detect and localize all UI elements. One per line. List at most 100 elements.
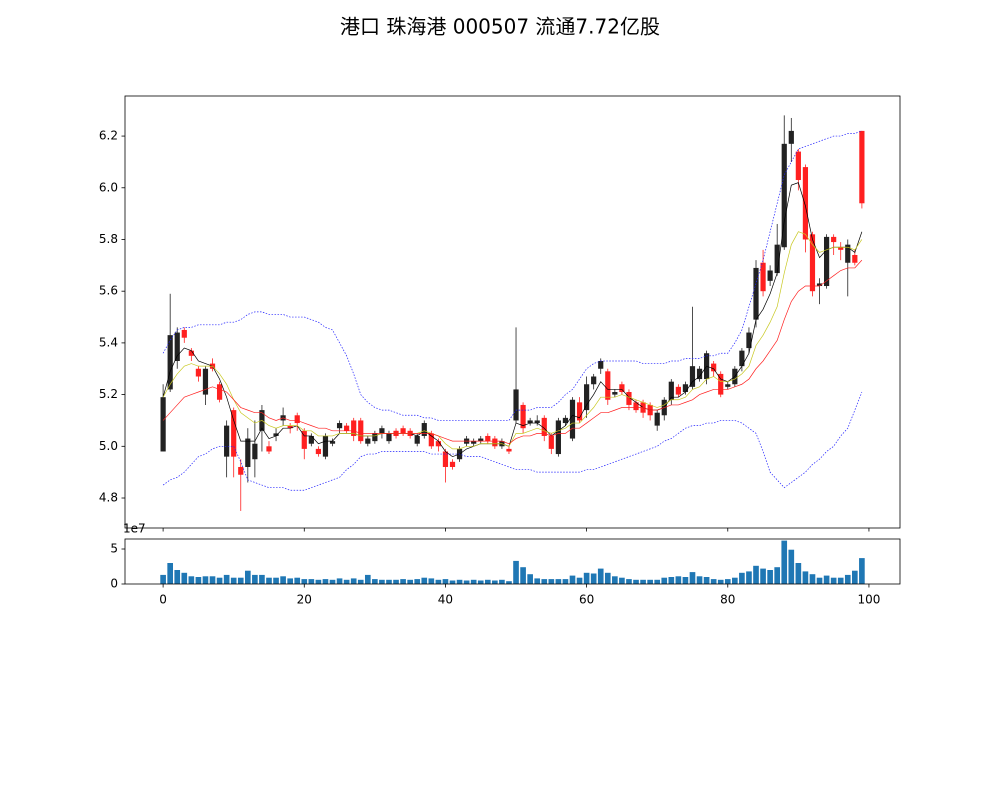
- y-tick-label: 5.4: [99, 335, 118, 349]
- candle-body: [668, 381, 674, 400]
- candle-body: [527, 420, 533, 424]
- volume-bar: [449, 580, 456, 584]
- volume-bar: [809, 574, 816, 584]
- candle-body: [478, 438, 484, 442]
- volume-bar: [569, 575, 576, 584]
- volume-bar: [710, 579, 717, 584]
- volume-bar: [463, 580, 470, 584]
- volume-bar: [379, 579, 385, 584]
- volume-bar: [244, 570, 251, 584]
- candle-body: [795, 151, 801, 181]
- candle-body: [541, 417, 547, 436]
- volume-bar: [689, 572, 696, 584]
- candle-body: [301, 430, 307, 449]
- volume-bar: [654, 579, 661, 584]
- candle-body: [273, 433, 279, 436]
- volume-bar: [343, 579, 350, 584]
- x-tick-label: 20: [297, 593, 312, 607]
- candle-body: [202, 368, 209, 395]
- candle-body: [584, 384, 590, 411]
- volume-bar: [520, 567, 526, 584]
- volume-bar: [668, 577, 675, 584]
- volume-bar: [195, 577, 202, 584]
- y-tick-label: 6.2: [99, 129, 118, 143]
- volume-bar: [230, 577, 237, 584]
- offset-label: 1e7: [123, 522, 146, 536]
- volume-bar: [393, 579, 399, 584]
- candle-body: [746, 332, 752, 349]
- volume-bar: [237, 577, 244, 584]
- volume-bar: [414, 579, 421, 584]
- candle-body: [160, 397, 166, 452]
- volume-bar: [513, 560, 519, 584]
- axes-frame: [124, 95, 901, 529]
- candle-body: [400, 428, 406, 434]
- candle-body: [739, 350, 745, 367]
- volume-bar: [329, 579, 336, 584]
- volume-bar: [534, 578, 541, 584]
- candle-body: [252, 443, 258, 460]
- volume-bar: [626, 579, 632, 584]
- chart-title: 港口 珠海港 000507 流通7.72亿股: [340, 15, 660, 39]
- candle-body: [534, 420, 540, 424]
- candle-body: [315, 448, 321, 455]
- candle-body: [823, 236, 830, 287]
- candle-body: [174, 332, 180, 361]
- candle-body: [598, 360, 604, 369]
- volume-bar: [252, 574, 258, 584]
- volume-bar: [562, 579, 569, 584]
- candle-body: [379, 428, 385, 434]
- candle-body: [809, 234, 816, 292]
- x-tick-label: 60: [579, 593, 594, 607]
- volume-bar: [202, 576, 209, 584]
- candle-body: [513, 389, 519, 421]
- indicator-line: [162, 391, 863, 491]
- volume-bar: [696, 576, 703, 584]
- candle-body: [238, 466, 244, 475]
- volume-bar: [703, 577, 710, 584]
- candle-body: [718, 373, 724, 395]
- volume-bar: [357, 579, 364, 584]
- volume-bar: [795, 563, 802, 584]
- volume-bar: [732, 577, 738, 584]
- candle-body: [838, 247, 844, 250]
- volume-bar: [746, 571, 752, 584]
- candle-body: [344, 425, 350, 431]
- volume-bar: [223, 574, 230, 584]
- volume-bar: [661, 577, 668, 584]
- volume-bar: [209, 576, 216, 584]
- candle-body: [485, 435, 491, 442]
- volume-bar: [527, 574, 533, 584]
- volume-bar: [336, 578, 343, 584]
- x-tick-label: 0: [159, 593, 167, 607]
- volume-bar: [844, 574, 851, 584]
- indicator-line: [162, 259, 863, 445]
- volume-bar: [640, 579, 646, 584]
- volume-bar: [400, 579, 406, 584]
- volume-bar: [823, 575, 830, 584]
- volume-bar: [675, 576, 682, 584]
- candle-body: [195, 368, 202, 377]
- candle-body: [781, 143, 787, 248]
- volume-bar: [181, 572, 188, 584]
- y-tick-label: 5.8: [99, 232, 118, 246]
- candle-body: [520, 404, 526, 429]
- y-tick-label: 6.0: [99, 180, 118, 194]
- volume-bar: [774, 567, 781, 584]
- volume-bar: [753, 565, 759, 584]
- volume-bar: [372, 579, 378, 584]
- candle-body: [351, 420, 357, 436]
- volume-bar: [216, 577, 223, 584]
- volume-bar: [506, 581, 512, 584]
- x-tick-label: 80: [720, 593, 735, 607]
- volume-bar: [555, 579, 562, 584]
- candle-body: [506, 448, 512, 452]
- volume-bar: [456, 579, 463, 584]
- candle-body: [774, 244, 780, 274]
- candle-body: [619, 384, 625, 393]
- candle-body: [188, 350, 194, 356]
- candle-body: [372, 433, 378, 442]
- candle-body: [224, 425, 230, 457]
- candle-body: [428, 433, 434, 447]
- candle-body: [696, 368, 703, 380]
